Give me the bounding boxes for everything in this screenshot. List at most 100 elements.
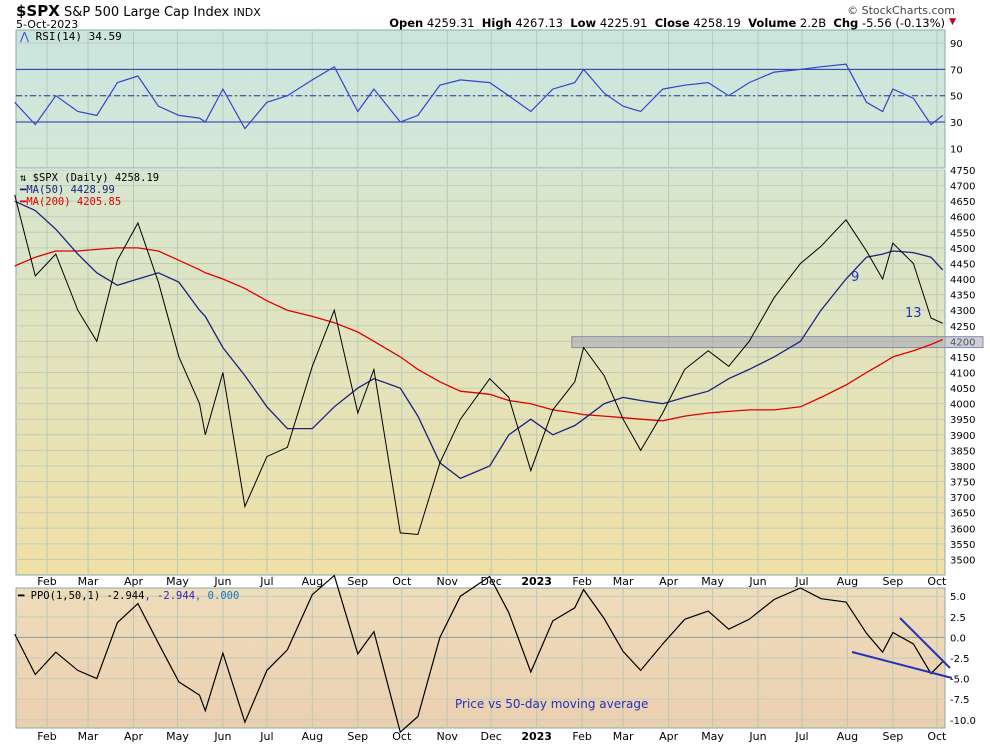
rsi-legend: ⋀ RSI(14) 34.59: [20, 30, 122, 43]
price-y-tick-label: 4400: [950, 275, 975, 286]
price-y-tick-label: 3950: [950, 415, 975, 426]
x-tick-label-top: Jun: [213, 575, 231, 588]
ma200-label: MA(200) 4205.85: [26, 196, 122, 208]
ppo-signal: , -2.944: [144, 590, 196, 602]
price-y-tick-label: 3850: [950, 446, 975, 457]
x-tick-label-bottom: Sep: [347, 730, 368, 743]
annotation-9: 9: [851, 270, 860, 285]
ma50-label: MA(50) 4428.99: [26, 184, 115, 196]
brand: © StockCharts.com: [847, 4, 955, 17]
x-tick-label-bottom: Mar: [613, 730, 634, 743]
close-label: Close: [654, 16, 690, 30]
price-y-tick-label: 3750: [950, 478, 975, 489]
x-tick-label-bottom: Dec: [481, 730, 502, 743]
symbol: $SPX: [16, 2, 60, 20]
x-tick-label-bottom: Jul: [259, 730, 273, 743]
x-tick-label-bottom: Feb: [572, 730, 591, 743]
price-line: [14, 194, 943, 536]
ohlc-icon: ⇅: [20, 172, 27, 184]
chg-value: -5.56 (-0.13%): [861, 16, 945, 30]
ma50-swatch: ━: [20, 184, 27, 196]
open-value: 4259.31: [426, 16, 475, 30]
price-title: $SPX (Daily) 4258.19: [32, 172, 160, 184]
x-tick-label-bottom: May: [166, 730, 189, 743]
annotation-13: 13: [905, 306, 922, 321]
down-arrow-icon: ▼: [949, 17, 956, 27]
x-tick-label-top: 2023: [521, 575, 552, 588]
x-tick-label-top: Oct: [927, 575, 947, 588]
x-tick-label-bottom: Jun: [748, 730, 766, 743]
x-tick-label-top: Jul: [259, 575, 273, 588]
ppo-y-tick-label: 5.0: [950, 592, 966, 603]
x-tick-label-bottom: Aug: [837, 730, 858, 743]
ppo-y-tick-label: 0.0: [950, 633, 966, 644]
price-y-tick-label: 4550: [950, 228, 975, 239]
rsi-y-tick-label: 90: [950, 39, 963, 50]
price-y-tick-label: 3900: [950, 431, 975, 442]
price-y-tick-label: 3800: [950, 462, 975, 473]
x-tick-label-bottom: Apr: [124, 730, 144, 743]
ma200-swatch: ━: [20, 196, 27, 208]
price-y-tick-label: 3650: [950, 509, 975, 520]
x-tick-label-bottom: 2023: [521, 730, 552, 743]
x-tick-label-bottom: Apr: [659, 730, 679, 743]
rsi-y-tick-label: 70: [950, 65, 963, 76]
symbol-name: S&P 500 Large Cap Index: [63, 5, 230, 20]
x-tick-label-bottom: May: [701, 730, 724, 743]
x-tick-label-top: Jul: [794, 575, 808, 588]
rsi-y-tick-label: 50: [950, 92, 963, 103]
ppo-hist: , 0.000: [195, 590, 240, 602]
ppo-y-tick-label: -10.0: [950, 716, 976, 727]
price-y-tick-label: 4750: [950, 166, 975, 177]
x-tick-label-top: Sep: [883, 575, 904, 588]
x-tick-label-bottom: Jun: [213, 730, 231, 743]
ohlc-bar: Open 4259.31 High 4267.13 Low 4225.91 Cl…: [389, 16, 945, 30]
x-tick-label-top: Feb: [37, 575, 56, 588]
chart-date: 5-Oct-2023: [16, 18, 79, 31]
price-y-tick-label: 4300: [950, 306, 975, 317]
ppo-line: [14, 574, 944, 734]
open-label: Open: [389, 16, 424, 30]
ppo-y-tick-label: -5.0: [950, 675, 970, 686]
ppo-y-tick-label: -7.5: [950, 695, 970, 706]
low-label: Low: [570, 16, 597, 30]
price-y-tick-label: 3700: [950, 493, 975, 504]
x-tick-label-top: Jun: [748, 575, 766, 588]
price-y-tick-label: 3500: [950, 555, 975, 566]
price-y-tick-label: 4700: [950, 182, 975, 193]
price-legend: ⇅ $SPX (Daily) 4258.19 ━MA(50) 4428.99 ━…: [20, 172, 159, 208]
x-tick-label-bottom: Feb: [37, 730, 56, 743]
exchange: INDX: [233, 6, 261, 19]
x-tick-label-top: Oct: [392, 575, 412, 588]
close-value: 4258.19: [693, 16, 741, 30]
price-y-tick-label: 3550: [950, 540, 975, 551]
x-tick-label-top: Mar: [613, 575, 634, 588]
low-value: 4225.91: [599, 16, 648, 30]
x-tick-label-top: Nov: [436, 575, 458, 588]
x-tick-label-bottom: Oct: [927, 730, 947, 743]
price-y-tick-label: 3600: [950, 524, 975, 535]
x-tick-label-bottom: Sep: [883, 730, 904, 743]
price-y-tick-label: 4100: [950, 369, 975, 380]
price-y-tick-label: 4150: [950, 353, 975, 364]
price-y-tick-label: 4050: [950, 384, 975, 395]
x-tick-label-top: Dec: [481, 575, 502, 588]
rsi-y-tick-label: 10: [950, 144, 963, 155]
rsi-icon: ⋀: [20, 30, 30, 43]
price-y-tick-label: 4000: [950, 400, 975, 411]
price-y-tick-label: 4600: [950, 213, 975, 224]
volume-label: Volume: [748, 16, 797, 30]
ma50-line: [14, 200, 944, 480]
x-tick-label-top: Feb: [572, 575, 591, 588]
rsi-line: [14, 63, 944, 130]
panel-0: [15, 29, 946, 169]
x-tick-label-top: Apr: [659, 575, 679, 588]
ppo-swatch: ━: [18, 590, 25, 602]
trendline-lower: [851, 651, 953, 679]
x-tick-label-top: May: [701, 575, 724, 588]
price-y-tick-label: 4450: [950, 259, 975, 270]
price-y-tick-label: 4350: [950, 291, 975, 302]
price-y-tick-label: 4650: [950, 197, 975, 208]
trendline-upper: [899, 617, 951, 669]
